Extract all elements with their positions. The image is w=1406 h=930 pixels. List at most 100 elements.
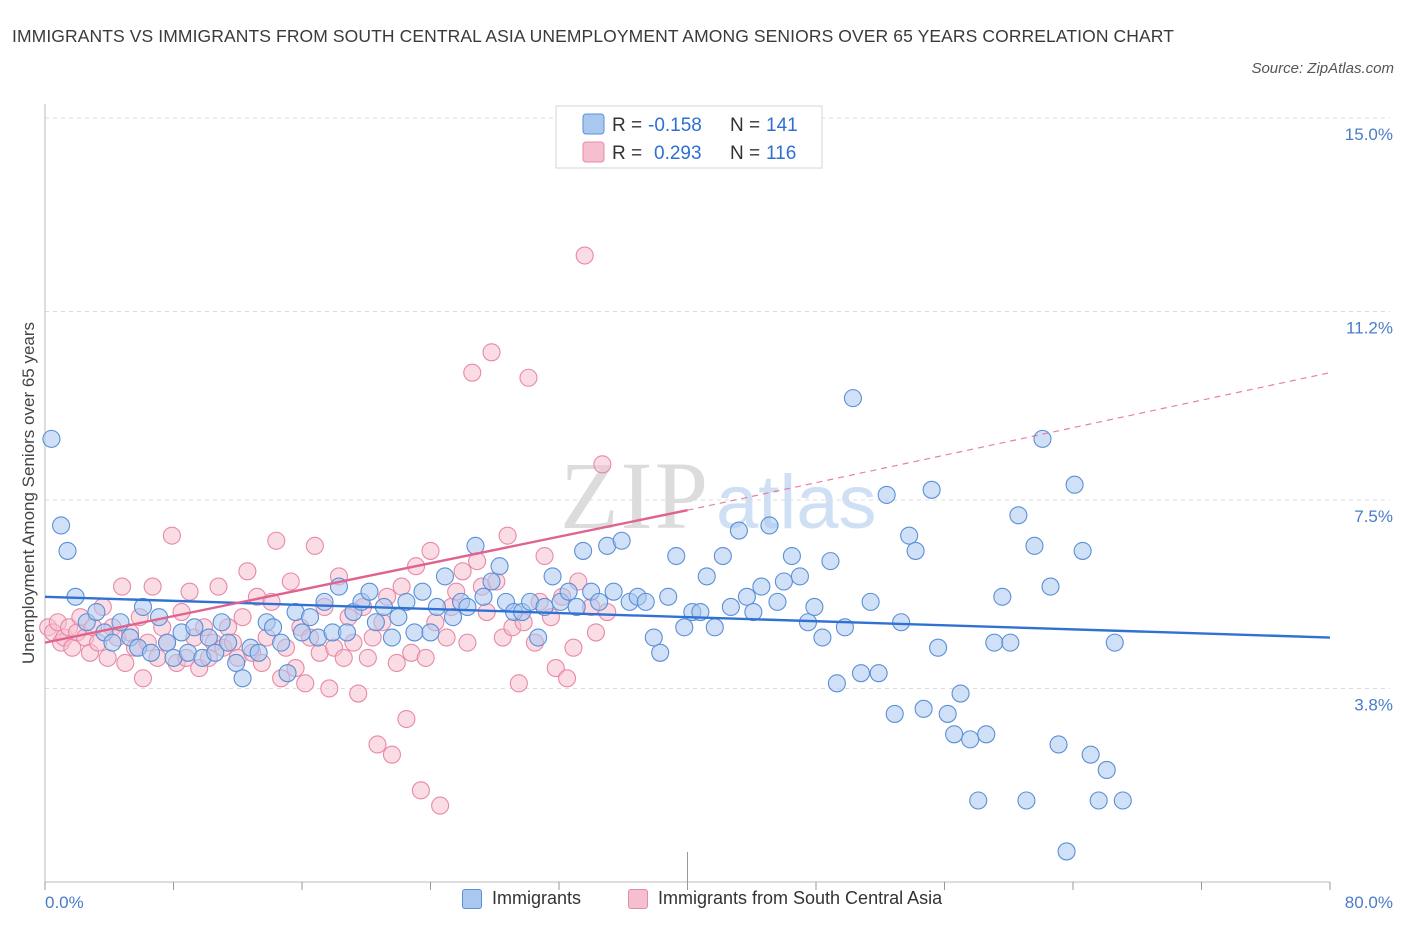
data-point (358, 648, 377, 667)
y-tick-label: 11.2% (1346, 319, 1393, 338)
data-point (387, 653, 406, 673)
data-point (977, 725, 996, 744)
legend-swatch-blue (582, 113, 605, 135)
data-point (98, 648, 117, 667)
data-point (938, 704, 957, 723)
data-point (951, 684, 970, 703)
data-point (42, 429, 61, 448)
data-point (281, 572, 300, 591)
data-point (675, 618, 694, 637)
data-point (667, 546, 686, 566)
data-point (453, 562, 472, 581)
data-point (612, 531, 631, 550)
data-point (659, 587, 678, 606)
data-point (421, 541, 440, 560)
y-tick-labels: 3.8% 7.5% 11.2% 15.0% (1345, 125, 1393, 714)
data-point (366, 613, 385, 632)
data-point (315, 592, 334, 611)
legend-r-label-1: R = (612, 115, 642, 136)
data-point (227, 653, 246, 673)
data-point (790, 567, 809, 586)
data-point (382, 745, 402, 764)
data-point (529, 628, 548, 647)
data-point (411, 781, 430, 800)
data-point (752, 577, 771, 596)
data-point (363, 628, 382, 647)
data-point (249, 643, 268, 662)
data-point (296, 674, 315, 693)
y-tick-label: 3.8% (1354, 695, 1393, 714)
legend-label-immigrants: Immigrants (492, 888, 582, 908)
data-point (413, 582, 432, 601)
legend-item-immigrants: Immigrants (462, 888, 581, 909)
data-point (906, 541, 925, 560)
data-point (604, 582, 623, 601)
data-point (1113, 791, 1132, 810)
data-point (1049, 735, 1068, 754)
legend-label-south-central-asia: Immigrants from South Central Asia (658, 888, 943, 908)
data-point (900, 526, 919, 545)
data-point (52, 516, 71, 535)
data-point (813, 628, 832, 647)
data-point (1001, 633, 1020, 652)
data-point (543, 567, 562, 586)
data-point (821, 552, 840, 571)
data-point (427, 597, 446, 617)
data-point (103, 633, 122, 652)
data-point (737, 587, 756, 606)
data-point (697, 567, 716, 586)
data-point (574, 541, 593, 560)
data-point (969, 791, 988, 810)
data-point (292, 623, 312, 642)
data-point (851, 664, 871, 683)
data-point (58, 541, 77, 560)
data-point (1033, 429, 1052, 448)
data-point (113, 577, 132, 596)
legend-n-value-2: 116 (766, 143, 796, 164)
data-point (713, 546, 732, 566)
data-point (559, 582, 578, 601)
data-point (162, 526, 181, 545)
legend-r-label-2: R = (612, 143, 642, 164)
data-point (782, 546, 801, 566)
data-point (546, 659, 565, 678)
data-point (535, 546, 554, 566)
data-point (827, 674, 846, 693)
data-point (219, 633, 238, 652)
data-point (305, 536, 324, 555)
trend-lines (44, 372, 1331, 644)
data-point (567, 597, 586, 617)
data-point (760, 516, 779, 535)
data-point (389, 608, 408, 627)
legend-r-value-2: 0.293 (654, 143, 702, 164)
legend-swatch-pink (582, 141, 605, 163)
data-point (843, 389, 862, 408)
data-point (644, 628, 663, 647)
data-point (334, 648, 353, 667)
data-point (498, 526, 517, 545)
data-point (143, 577, 162, 596)
data-point (206, 643, 225, 662)
legend-n-label-1: N = (730, 115, 760, 136)
data-point (593, 455, 612, 474)
data-point (914, 699, 933, 718)
data-point (437, 628, 456, 647)
legend-n-label-2: N = (730, 143, 760, 164)
data-point (185, 618, 204, 637)
data-point (360, 582, 379, 601)
data-point (397, 592, 416, 611)
legend-swatch-immigrants (462, 888, 482, 909)
data-point (392, 577, 411, 596)
data-point (212, 613, 231, 632)
data-point (885, 704, 904, 723)
data-point (651, 643, 670, 662)
data-point (535, 597, 554, 617)
correlation-legend: R = -0.158 N = 141 R = 0.293 N = 116 (555, 105, 823, 169)
data-point (1065, 475, 1084, 494)
trend-line (44, 509, 688, 644)
data-point (382, 628, 402, 647)
data-point (929, 638, 948, 657)
data-point (1009, 506, 1028, 525)
series-south-central-asia (39, 246, 617, 815)
legend-item-south-central-asia: Immigrants from South Central Asia (628, 888, 942, 909)
